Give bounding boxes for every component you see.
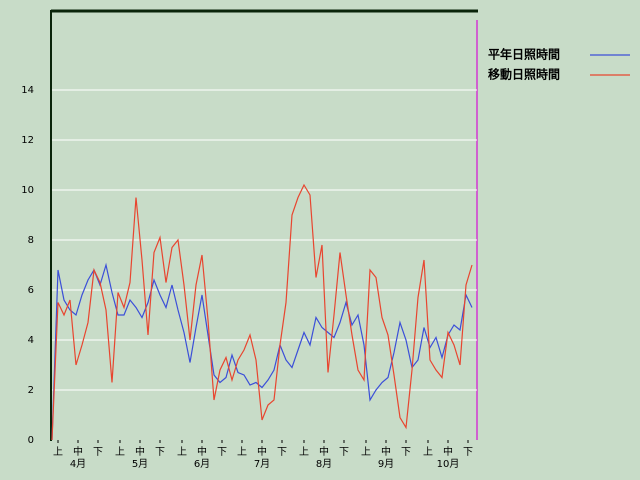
legend-label: 平年日照時間 [488, 47, 560, 62]
y-tick-label: 8 [28, 235, 34, 246]
x-tick-label: 下 [339, 447, 349, 458]
x-tick-label: 中 [73, 445, 83, 458]
month-label: 5月 [132, 458, 148, 470]
y-tick-label: 0 [28, 435, 34, 446]
series-line [51, 262, 473, 441]
x-tick-label: 上 [237, 446, 247, 458]
y-tick-label: 10 [21, 185, 34, 196]
x-tick-label: 中 [257, 445, 267, 458]
y-tick-label: 2 [28, 385, 34, 396]
x-tick-label: 上 [299, 446, 309, 458]
x-tick-label: 下 [217, 447, 227, 458]
x-tick-label: 下 [93, 447, 103, 458]
month-label: 8月 [316, 458, 332, 470]
month-label: 10月 [437, 458, 460, 470]
legend-label: 移動日照時間 [488, 67, 560, 82]
x-tick-label: 中 [319, 445, 329, 458]
x-tick-label: 下 [401, 447, 411, 458]
x-tick-label: 中 [135, 445, 145, 458]
month-label: 9月 [378, 458, 394, 470]
x-tick-label: 下 [463, 447, 473, 458]
month-label: 7月 [254, 458, 270, 470]
x-tick-label: 上 [177, 446, 187, 458]
x-tick-label: 上 [361, 446, 371, 458]
month-label: 4月 [70, 458, 86, 470]
y-tick-label: 4 [28, 335, 34, 346]
y-tick-label: 6 [28, 285, 34, 296]
y-tick-label: 12 [21, 135, 34, 146]
x-tick-label: 上 [423, 446, 433, 458]
x-tick-label: 上 [53, 446, 63, 458]
y-tick-label: 14 [21, 85, 34, 96]
x-tick-label: 中 [197, 445, 207, 458]
x-tick-label: 中 [443, 445, 453, 458]
x-tick-label: 上 [115, 446, 125, 458]
series-line [51, 183, 473, 441]
month-label: 6月 [194, 458, 210, 470]
x-tick-label: 中 [381, 445, 391, 458]
x-tick-label: 下 [277, 447, 287, 458]
x-tick-label: 下 [155, 447, 165, 458]
